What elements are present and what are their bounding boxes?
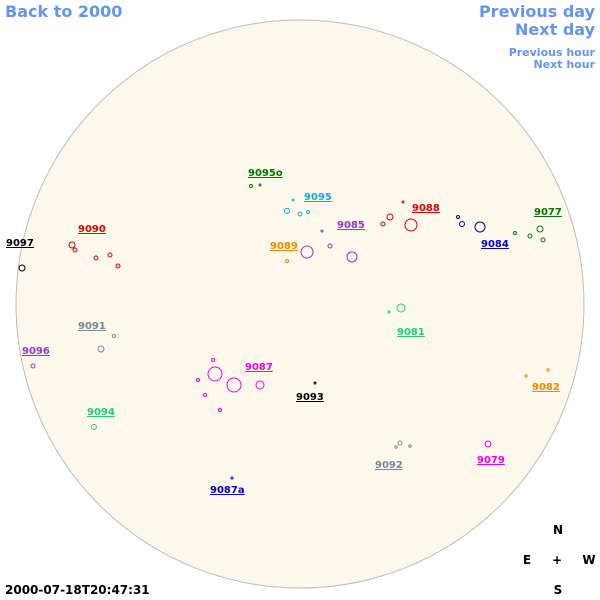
region-label[interactable]: 9095: [304, 192, 332, 203]
region-label[interactable]: 9088: [412, 203, 440, 214]
region-label[interactable]: 9082: [532, 382, 560, 393]
regions: 9097 9090 9095o 9095 9088 9085 9077 9089 9084 909…: [6, 168, 562, 496]
previous-hour-link[interactable]: Previous hour: [509, 46, 596, 59]
sunspot: [211, 358, 215, 362]
sunspot: [68, 241, 76, 249]
sunspot: [255, 380, 265, 390]
sunspot: [18, 264, 26, 272]
sunspot: [513, 231, 517, 235]
sunspot: [107, 252, 113, 258]
sunspot: [394, 445, 398, 449]
sunspot: [30, 363, 36, 369]
compass-center: +: [552, 553, 562, 567]
region-label[interactable]: 9079: [477, 455, 505, 466]
sunspot: [196, 378, 200, 382]
region-label[interactable]: 9089: [270, 241, 298, 252]
region-label[interactable]: 9097: [6, 238, 34, 249]
sunspot: [380, 221, 386, 227]
region-label[interactable]: 9091: [78, 321, 106, 332]
sunspot: [484, 440, 492, 448]
sunspot: [72, 247, 78, 253]
next-day-link[interactable]: Next day: [515, 20, 596, 39]
sunspot: [230, 476, 234, 480]
sunspot: [327, 243, 333, 249]
region-label[interactable]: 9081: [397, 327, 425, 338]
solar-disk: [15, 19, 585, 589]
region-label[interactable]: 9085: [337, 220, 365, 231]
sunspot: [258, 183, 262, 187]
sunspot: [404, 218, 418, 232]
compass-south: S: [554, 583, 563, 597]
region-label[interactable]: 9084: [481, 239, 509, 250]
compass-north: N: [553, 523, 563, 537]
region-label[interactable]: 9090: [78, 224, 106, 235]
sunspot: [306, 210, 310, 214]
compass-west: W: [582, 553, 595, 567]
sunspot: [527, 233, 533, 239]
sunspot: [546, 368, 550, 372]
sunspot: [93, 255, 99, 261]
sunspot: [313, 381, 317, 385]
sunspot: [112, 334, 116, 338]
region-label[interactable]: 9077: [534, 207, 562, 218]
sunspot: [115, 263, 121, 269]
sunspot: [474, 221, 486, 233]
sunspot: [408, 444, 412, 448]
sunspot: [207, 366, 223, 382]
region-label[interactable]: 9095o: [248, 168, 283, 179]
sunspot: [397, 440, 403, 446]
sunspot: [456, 215, 460, 219]
sunspot: [284, 208, 290, 214]
previous-day-link[interactable]: Previous day: [479, 2, 596, 21]
sunspot: [536, 225, 544, 233]
sunspot: [346, 251, 358, 263]
sunspot: [387, 310, 391, 314]
sunspot: [218, 408, 222, 412]
sunspot: [401, 200, 405, 204]
sunspot: [97, 345, 105, 353]
sunspot: [226, 377, 242, 393]
region-label[interactable]: 9093: [296, 392, 324, 403]
region-label[interactable]: 9092: [375, 460, 403, 471]
sunspot: [300, 245, 314, 259]
sunspot: [396, 303, 406, 313]
sunspot: [203, 393, 207, 397]
next-hour-link[interactable]: Next hour: [534, 58, 596, 71]
sunspot: [320, 229, 324, 233]
compass-east: E: [523, 553, 531, 567]
region-label[interactable]: 9087: [245, 362, 273, 373]
region-label[interactable]: 9094: [87, 407, 115, 418]
sunspot: [386, 213, 394, 221]
sunspot: [249, 184, 253, 188]
sunspot: [459, 221, 465, 227]
back-link[interactable]: Back to 2000: [5, 2, 122, 21]
region-label[interactable]: 9087a: [210, 485, 245, 496]
region-label[interactable]: 9096: [22, 346, 50, 357]
sunspot: [540, 237, 546, 243]
sunspot: [524, 374, 528, 378]
timestamp: 2000-07-18T20:47:31: [5, 583, 150, 597]
sunspot: [285, 259, 289, 263]
sunspot: [297, 211, 303, 217]
sunspot: [91, 424, 97, 430]
sunspot: [291, 198, 295, 202]
